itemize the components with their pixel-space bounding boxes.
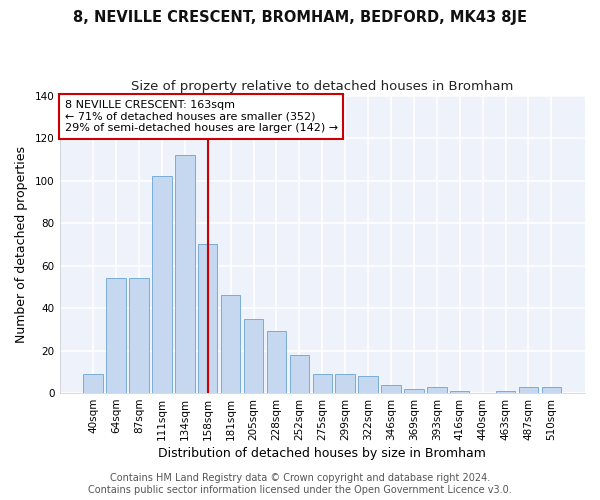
Bar <box>519 386 538 393</box>
Bar <box>335 374 355 393</box>
Bar <box>290 355 309 393</box>
Bar <box>152 176 172 393</box>
Bar <box>221 296 241 393</box>
Bar <box>106 278 126 393</box>
Bar <box>244 318 263 393</box>
Bar <box>450 391 469 393</box>
Title: Size of property relative to detached houses in Bromham: Size of property relative to detached ho… <box>131 80 514 93</box>
Text: 8 NEVILLE CRESCENT: 163sqm
← 71% of detached houses are smaller (352)
29% of sem: 8 NEVILLE CRESCENT: 163sqm ← 71% of deta… <box>65 100 338 133</box>
Bar <box>313 374 332 393</box>
Bar <box>267 332 286 393</box>
Bar <box>358 376 378 393</box>
X-axis label: Distribution of detached houses by size in Bromham: Distribution of detached houses by size … <box>158 447 486 460</box>
Bar <box>129 278 149 393</box>
Bar <box>198 244 217 393</box>
Bar <box>381 384 401 393</box>
Bar <box>496 391 515 393</box>
Bar <box>427 386 446 393</box>
Bar <box>83 374 103 393</box>
Y-axis label: Number of detached properties: Number of detached properties <box>15 146 28 343</box>
Bar <box>404 389 424 393</box>
Text: Contains HM Land Registry data © Crown copyright and database right 2024.
Contai: Contains HM Land Registry data © Crown c… <box>88 474 512 495</box>
Bar <box>175 155 194 393</box>
Bar <box>542 386 561 393</box>
Text: 8, NEVILLE CRESCENT, BROMHAM, BEDFORD, MK43 8JE: 8, NEVILLE CRESCENT, BROMHAM, BEDFORD, M… <box>73 10 527 25</box>
